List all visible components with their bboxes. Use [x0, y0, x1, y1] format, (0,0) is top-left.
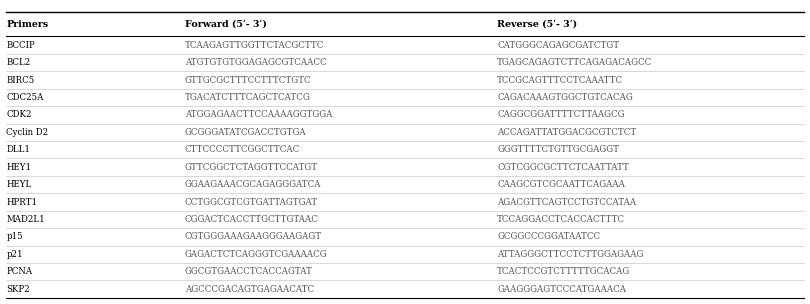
Text: CTTCCCCTTCGGCTTCAC: CTTCCCCTTCGGCTTCAC: [185, 145, 300, 154]
Text: SKP2: SKP2: [6, 285, 30, 294]
Text: CGGACTCACCTTGCTTGTAAC: CGGACTCACCTTGCTTGTAAC: [185, 215, 318, 224]
Text: Forward (5ʹ- 3ʹ): Forward (5ʹ- 3ʹ): [185, 20, 266, 29]
Text: BCL2: BCL2: [6, 58, 31, 67]
Text: Reverse (5ʹ- 3ʹ): Reverse (5ʹ- 3ʹ): [497, 20, 578, 29]
Text: p15: p15: [6, 233, 23, 241]
Text: GAGACTCTCAGGGTCGAAAACG: GAGACTCTCAGGGTCGAAAACG: [185, 250, 327, 259]
Text: HEY1: HEY1: [6, 163, 32, 172]
Text: CDC25A: CDC25A: [6, 93, 44, 102]
Text: BIRC5: BIRC5: [6, 75, 35, 85]
Text: CAGACAAAGTGGCTGTCACAG: CAGACAAAGTGGCTGTCACAG: [497, 93, 633, 102]
Text: GCGGCCCGGATAATCC: GCGGCCCGGATAATCC: [497, 233, 600, 241]
Text: TGAGCAGAGTCTTCAGAGACAGCC: TGAGCAGAGTCTTCAGAGACAGCC: [497, 58, 653, 67]
Text: ATGTGTGTGGAGAGCGTCAACC: ATGTGTGTGGAGAGCGTCAACC: [185, 58, 326, 67]
Text: HEYL: HEYL: [6, 180, 32, 189]
Text: CDK2: CDK2: [6, 110, 32, 119]
Text: AGCCCGACAGTGAGAACATC: AGCCCGACAGTGAGAACATC: [185, 285, 313, 294]
Text: TCACTCCGTCTTTTTGCACAG: TCACTCCGTCTTTTTGCACAG: [497, 267, 631, 276]
Text: CGTGGGAAAGAAGGGAAGAGT: CGTGGGAAAGAAGGGAAGAGT: [185, 233, 322, 241]
Text: AGACGTTCAGTCCTGTCCATAA: AGACGTTCAGTCCTGTCCATAA: [497, 198, 637, 206]
Text: p21: p21: [6, 250, 23, 259]
Text: PCNA: PCNA: [6, 267, 32, 276]
Text: ATGGAGAACTTCCAAAAGGTGGA: ATGGAGAACTTCCAAAAGGTGGA: [185, 110, 332, 119]
Text: DLL1: DLL1: [6, 145, 31, 154]
Text: GCGGGATATCGACCTGTGA: GCGGGATATCGACCTGTGA: [185, 128, 306, 137]
Text: GGCGTGAACCTCACCAGTAT: GGCGTGAACCTCACCAGTAT: [185, 267, 313, 276]
Text: CAGGCGGATTTTCTTAAGCG: CAGGCGGATTTTCTTAAGCG: [497, 110, 625, 119]
Text: GTTGCGCTTTCCTTTCTGTC: GTTGCGCTTTCCTTTCTGTC: [185, 75, 311, 85]
Text: ACCAGATTATGGACGCGTCTCT: ACCAGATTATGGACGCGTCTCT: [497, 128, 637, 137]
Text: TCAAGAGTTGGTTCTACGCTTC: TCAAGAGTTGGTTCTACGCTTC: [185, 41, 324, 50]
Text: TGACATCTTTCAGCTCATCG: TGACATCTTTCAGCTCATCG: [185, 93, 310, 102]
Text: HPRT1: HPRT1: [6, 198, 37, 206]
Text: GAAGGGAGTCCCATGAAACA: GAAGGGAGTCCCATGAAACA: [497, 285, 626, 294]
Text: CATGGGCAGAGCGATCTGT: CATGGGCAGAGCGATCTGT: [497, 41, 620, 50]
Text: GGAAGAAACGCAGAGGGATCA: GGAAGAAACGCAGAGGGATCA: [185, 180, 322, 189]
Text: Primers: Primers: [6, 20, 49, 29]
Text: TCCGCAGTTTCCTCAAATTC: TCCGCAGTTTCCTCAAATTC: [497, 75, 624, 85]
Text: Cyclin D2: Cyclin D2: [6, 128, 49, 137]
Text: GGGTTTTCTGTTGCGAGGT: GGGTTTTCTGTTGCGAGGT: [497, 145, 620, 154]
Text: ATTAGGGCTTCCTCTTGGAGAAG: ATTAGGGCTTCCTCTTGGAGAAG: [497, 250, 644, 259]
Text: CCTGGCGTCGTGATTAGTGAT: CCTGGCGTCGTGATTAGTGAT: [185, 198, 318, 206]
Text: MAD2L1: MAD2L1: [6, 215, 45, 224]
Text: GTTCGGCTCTAGGTTCCATGT: GTTCGGCTCTAGGTTCCATGT: [185, 163, 318, 172]
Text: BCCIP: BCCIP: [6, 41, 35, 50]
Text: TCCAGGACCTCACCACTTTC: TCCAGGACCTCACCACTTTC: [497, 215, 625, 224]
Text: CAAGCGTCGCAATTCAGAAA: CAAGCGTCGCAATTCAGAAA: [497, 180, 625, 189]
Text: CGTCGGCGCTTCTCAATTATT: CGTCGGCGCTTCTCAATTATT: [497, 163, 629, 172]
